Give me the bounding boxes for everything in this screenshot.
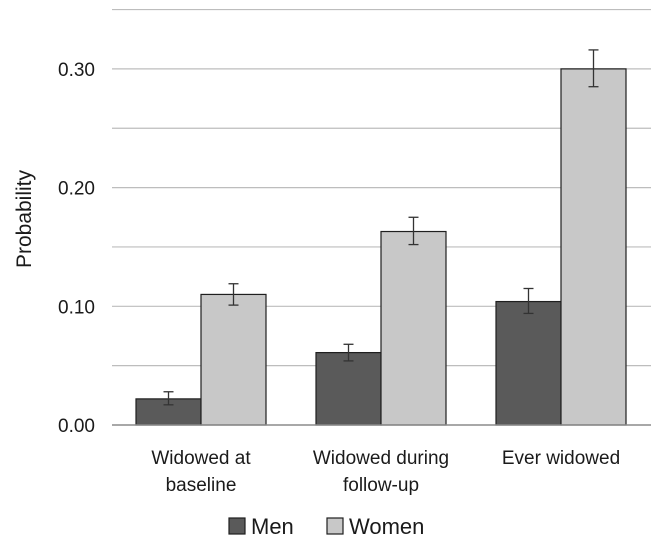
error-bar-men-2: [523, 287, 534, 315]
y-tick-label: 0.00: [58, 416, 95, 437]
y-tick-label: 0.20: [58, 179, 95, 200]
error-bar-men-1: [343, 343, 354, 362]
category-label-1: Widowed during follow-up: [313, 448, 449, 496]
legend: Men Women: [228, 514, 424, 539]
category-label-line: Widowed at: [151, 448, 251, 469]
category-label-2: Ever widowed: [502, 448, 620, 469]
error-bar-women-2: [588, 49, 599, 88]
bar-women-0: [200, 293, 267, 426]
bar-women-2: [560, 68, 627, 426]
category-label-0: Widowed at baseline: [151, 448, 251, 496]
category-labels: Widowed at baseline Widowed during follow-u…: [151, 448, 620, 496]
legend-label-women: Women: [349, 514, 424, 539]
error-bar-men-0: [163, 391, 174, 406]
category-label-line: baseline: [166, 475, 237, 496]
bar-men-2: [495, 300, 562, 426]
y-tick-labels: 0.00 0.10 0.20 0.30: [58, 60, 95, 437]
y-axis-label: Probability: [13, 169, 36, 268]
bars: [135, 68, 627, 426]
category-label-line: follow-up: [343, 475, 419, 496]
error-bar-women-1: [408, 216, 419, 246]
bar-men-1: [315, 351, 382, 426]
category-label-line: Widowed during: [313, 448, 449, 469]
y-tick-label: 0.10: [58, 297, 95, 318]
legend-swatch-women: [326, 517, 344, 535]
legend-label-men: Men: [251, 514, 294, 539]
error-bars: [163, 49, 599, 406]
error-bar-women-0: [228, 283, 239, 306]
bar-women-1: [380, 230, 447, 426]
y-tick-label: 0.30: [58, 60, 95, 81]
legend-swatch-men: [228, 517, 246, 535]
category-label-line: Ever widowed: [502, 448, 620, 469]
